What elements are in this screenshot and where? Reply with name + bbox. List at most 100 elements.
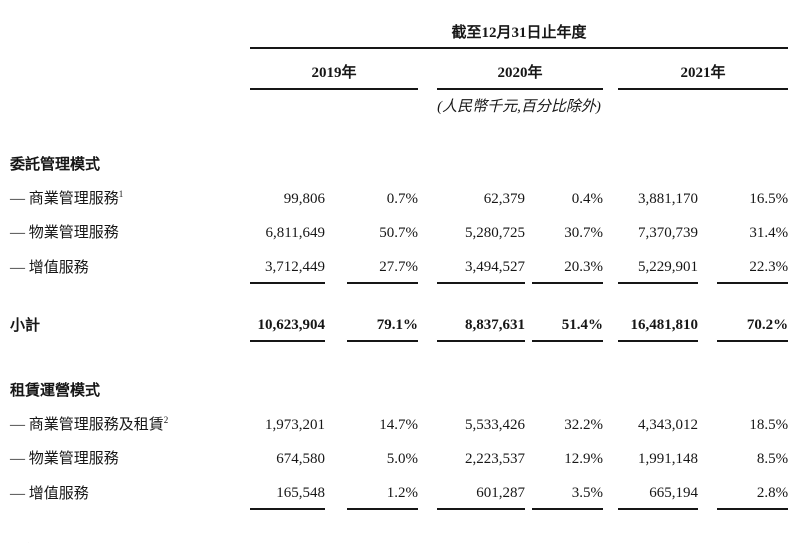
pct-2021: 29.8%	[717, 534, 789, 543]
header-spacer	[10, 48, 250, 89]
year-header-2021: 2021年	[618, 48, 789, 90]
value-2020: 5,280,725	[465, 225, 525, 241]
value-2021: 4,343,012	[638, 417, 698, 433]
column-gap	[603, 534, 618, 543]
table-row: — 物業管理服務 6,811,649 50.7% 5,280,725 30.7%…	[10, 214, 788, 248]
column-gap	[325, 406, 347, 440]
value-2020: 5,533,426	[465, 417, 525, 433]
value-2019: 10,623,904	[250, 308, 325, 342]
column-gap	[603, 180, 618, 214]
table-row: — 增值服務 3,712,449 27.7% 3,494,527 20.3% 5…	[10, 248, 789, 284]
spacer-row	[10, 509, 788, 534]
revenue-breakdown-table: 截至12月31日止年度 2019年 2020年 2021年 (人民幣千元,百分比…	[10, 8, 789, 543]
column-gap	[325, 180, 347, 214]
value-2021: 1,991,148	[638, 451, 698, 467]
pct-2021: 8.5%	[756, 451, 789, 467]
column-gap	[525, 474, 532, 509]
value-2019: 3,712,449	[250, 248, 325, 284]
pct-2020: 3.5%	[532, 474, 603, 510]
column-gap	[325, 248, 347, 283]
value-2021: 5,229,901	[618, 248, 698, 284]
row-label: — 物業管理服務	[10, 214, 250, 248]
column-gap	[603, 248, 618, 283]
pct-2020: 48.6%	[532, 534, 603, 543]
row-label-text: — 物業管理服務	[10, 225, 119, 241]
subtotal-label: 小計	[10, 534, 250, 543]
pct-2021: 2.8%	[717, 474, 789, 510]
spacer-row	[10, 341, 788, 372]
table-row: — 增值服務 165,548 1.2% 601,287 3.5% 665,194…	[10, 474, 789, 510]
pct-2019: 14.7%	[379, 417, 418, 433]
column-gap	[525, 214, 532, 248]
value-2021: 16,481,810	[618, 308, 698, 342]
column-gap	[418, 534, 437, 543]
spacer-row	[10, 120, 788, 146]
period-header: 截至12月31日止年度	[250, 8, 789, 49]
value-2021: 3,881,170	[638, 191, 698, 207]
value-2019: 1,973,201	[265, 417, 325, 433]
row-label-text: — 商業管理服務	[10, 191, 119, 207]
table-row: — 商業管理服務1 99,806 0.7% 62,379 0.4% 3,881,…	[10, 180, 788, 214]
pct-2019: 50.7%	[379, 225, 418, 241]
column-gap	[698, 180, 717, 214]
column-gap	[325, 214, 347, 248]
column-gap	[418, 308, 437, 341]
footnote-marker: 2	[163, 415, 169, 425]
row-label: — 增值服務	[10, 248, 250, 283]
row-label: — 增值服務	[10, 474, 250, 509]
value-2019: 165,548	[250, 474, 325, 510]
header-spacer	[10, 89, 250, 120]
column-gap	[698, 248, 717, 283]
column-gap	[418, 48, 437, 89]
section-title-row: 委託管理模式	[10, 146, 788, 180]
value-2021: 6,999,354	[618, 534, 698, 543]
column-gap	[698, 214, 717, 248]
pct-2020: 30.7%	[564, 225, 603, 241]
value-2021: 7,370,739	[638, 225, 698, 241]
row-label: — 物業管理服務	[10, 440, 250, 474]
table-header-years-row: 2019年 2020年 2021年	[10, 48, 789, 90]
column-gap	[603, 440, 618, 474]
pct-2021: 18.5%	[749, 417, 789, 433]
pct-2019: 79.1%	[347, 308, 418, 342]
column-gap	[525, 440, 532, 474]
column-gap	[418, 214, 437, 248]
value-2019: 2,813,329	[250, 534, 325, 543]
row-label: — 商業管理服務1	[10, 180, 250, 214]
column-gap	[325, 474, 347, 509]
value-2020: 62,379	[483, 191, 525, 207]
row-label-text: — 商業管理服務及租賃	[10, 417, 164, 433]
pct-2021: 22.3%	[717, 248, 789, 284]
column-gap	[418, 474, 437, 509]
subtotal-label: 小計	[10, 318, 41, 334]
value-2020: 8,837,631	[437, 308, 525, 342]
column-gap	[698, 474, 717, 509]
pct-2020: 20.3%	[532, 248, 603, 284]
column-gap	[525, 406, 532, 440]
spacer-row	[10, 283, 788, 308]
pct-2020: 32.2%	[564, 417, 603, 433]
value-2021: 665,194	[618, 474, 698, 510]
value-2019: 6,811,649	[265, 225, 325, 241]
column-gap	[603, 214, 618, 248]
row-label: — 商業管理服務及租賃2	[10, 406, 250, 440]
column-gap	[603, 308, 618, 341]
pct-2020: 12.9%	[564, 451, 603, 467]
pct-2019: 0.7%	[386, 191, 418, 207]
pct-2020: 51.4%	[532, 308, 603, 342]
pct-2021: 31.4%	[749, 225, 789, 241]
table-unit-note-row: (人民幣千元,百分比除外)	[10, 89, 788, 120]
pct-2019: 5.0%	[386, 451, 418, 467]
year-header-2020: 2020年	[437, 48, 603, 90]
column-gap	[603, 406, 618, 440]
section-title-entrusted-management: 委託管理模式	[10, 157, 101, 173]
table-header-period-row: 截至12月31日止年度	[10, 8, 789, 49]
column-gap	[325, 440, 347, 474]
pct-2021: 70.2%	[717, 308, 789, 342]
value-2020: 601,287	[437, 474, 525, 510]
column-gap	[603, 474, 618, 509]
value-2020: 3,494,527	[437, 248, 525, 284]
column-gap	[325, 534, 347, 543]
pct-2021: 16.5%	[749, 191, 789, 207]
row-label-text: — 物業管理服務	[10, 451, 119, 467]
